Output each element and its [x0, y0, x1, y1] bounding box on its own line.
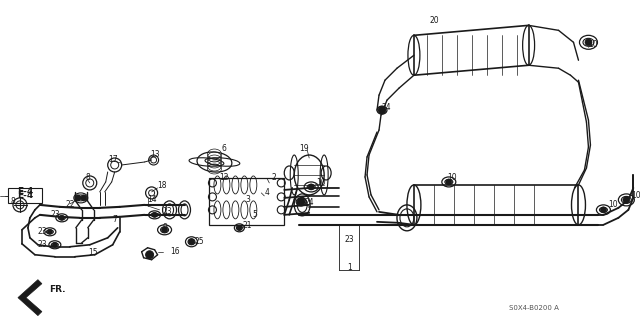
Text: 15: 15 [88, 248, 97, 257]
Circle shape [161, 227, 168, 233]
Text: 16: 16 [170, 247, 179, 256]
Text: 10: 10 [632, 191, 640, 200]
Bar [209, 178, 284, 225]
Bar [8, 188, 42, 203]
Text: 10: 10 [316, 178, 326, 188]
Text: 10: 10 [447, 174, 456, 182]
Text: 23: 23 [344, 235, 354, 244]
Text: 6: 6 [222, 144, 227, 152]
Text: 2: 2 [272, 174, 276, 182]
Text: 21: 21 [243, 221, 252, 230]
Text: 20: 20 [429, 16, 438, 25]
Circle shape [378, 106, 386, 114]
Text: 24: 24 [381, 103, 391, 112]
Text: 10: 10 [609, 200, 618, 209]
Text: 1: 1 [347, 263, 351, 272]
Circle shape [308, 184, 314, 190]
Circle shape [623, 197, 630, 204]
Circle shape [600, 207, 607, 213]
Text: 7: 7 [112, 215, 117, 224]
Text: 24: 24 [305, 198, 314, 207]
Circle shape [237, 225, 242, 230]
Circle shape [81, 195, 87, 201]
Text: 13: 13 [150, 150, 159, 159]
Text: 10: 10 [589, 40, 598, 49]
Text: 12: 12 [220, 174, 229, 182]
Circle shape [297, 198, 305, 206]
Text: E-4: E-4 [17, 188, 33, 197]
Text: 22: 22 [65, 200, 75, 209]
Circle shape [189, 239, 195, 245]
Text: 25: 25 [195, 237, 204, 246]
Text: 3: 3 [245, 196, 250, 204]
Text: 23: 23 [37, 227, 47, 236]
Circle shape [446, 179, 452, 185]
Text: 23: 23 [163, 207, 172, 216]
Text: 23: 23 [50, 210, 60, 219]
Circle shape [75, 195, 81, 201]
Polygon shape [18, 280, 42, 315]
Text: 8: 8 [11, 197, 15, 206]
Circle shape [585, 39, 592, 46]
Text: 18: 18 [157, 182, 166, 190]
Circle shape [60, 215, 65, 220]
Circle shape [52, 242, 58, 247]
Text: 4: 4 [265, 189, 269, 197]
Circle shape [146, 251, 154, 259]
Text: E-4: E-4 [17, 191, 33, 200]
Text: 9: 9 [162, 223, 167, 232]
Circle shape [152, 212, 157, 217]
Circle shape [47, 229, 52, 234]
Text: 17: 17 [108, 155, 118, 165]
Text: 23: 23 [37, 240, 47, 249]
Text: S0X4-B0200 A: S0X4-B0200 A [509, 305, 559, 311]
Text: FR.: FR. [49, 285, 66, 294]
Text: 19: 19 [300, 144, 309, 152]
Text: 8: 8 [85, 174, 90, 182]
Text: 14: 14 [147, 196, 156, 204]
Text: 5: 5 [252, 210, 257, 219]
Bar [414, 185, 579, 225]
